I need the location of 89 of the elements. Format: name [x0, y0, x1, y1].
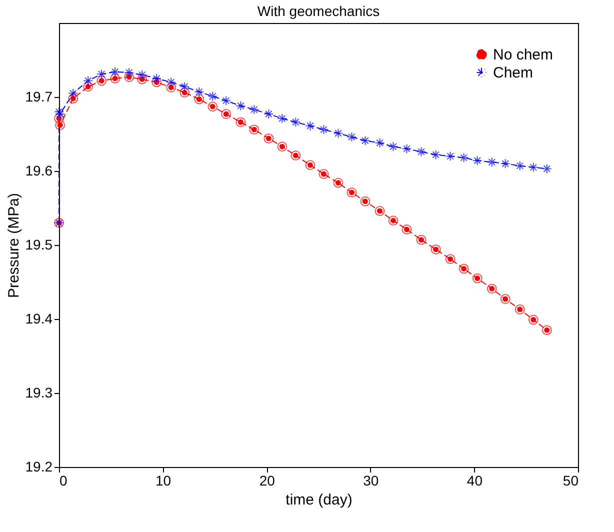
point: [83, 82, 94, 92]
point: [528, 314, 538, 325]
y-tick-label: 19.5: [25, 236, 53, 252]
point: [166, 82, 176, 92]
point: [305, 120, 316, 131]
point: [68, 88, 78, 98]
point: [208, 102, 218, 112]
point: [388, 142, 398, 152]
point: [290, 150, 301, 160]
point: [388, 216, 398, 226]
point: [249, 124, 260, 135]
point: [472, 156, 482, 166]
point: [221, 96, 232, 106]
legend-label: Chem: [493, 64, 534, 82]
point: [221, 109, 232, 119]
point: [55, 120, 66, 130]
point: [305, 160, 316, 170]
point: [180, 88, 190, 98]
point: [458, 152, 469, 163]
point: [333, 178, 344, 188]
x-axis-title: time (day): [286, 492, 352, 508]
point: [290, 117, 301, 128]
x-tick-label: 30: [363, 472, 379, 488]
point: [264, 133, 274, 144]
point: [360, 196, 370, 206]
point: [264, 109, 274, 119]
point: [194, 86, 204, 97]
y-tick-label: 19.3: [25, 384, 53, 400]
point: [318, 124, 329, 135]
point: [472, 273, 482, 284]
point: [528, 162, 538, 172]
point: [416, 146, 426, 157]
point: [152, 74, 162, 84]
point: [96, 69, 107, 80]
point: [166, 77, 176, 88]
point: [374, 206, 385, 216]
point: [445, 254, 456, 264]
point: [137, 70, 148, 80]
point: [318, 168, 329, 179]
point: [360, 136, 370, 146]
point: [277, 142, 288, 152]
point: [514, 304, 525, 314]
legend-label: No chem: [493, 46, 554, 64]
y-tick-label: 19.7: [25, 88, 53, 104]
point: [55, 109, 66, 119]
point: [416, 234, 426, 245]
x-tick-label: 0: [60, 472, 68, 488]
point: [236, 117, 246, 128]
point: [486, 157, 497, 168]
point: [333, 128, 344, 138]
x-tick-label: 10: [156, 472, 172, 488]
point: [458, 264, 469, 274]
point: [277, 113, 288, 124]
point: [430, 244, 441, 254]
y-tick-label: 19.4: [25, 310, 53, 326]
x-tick-label: 20: [259, 472, 276, 488]
point: [137, 74, 148, 84]
point: [208, 91, 218, 102]
chart-title: With geomechanics: [257, 3, 380, 19]
point: [430, 150, 441, 160]
point: [542, 164, 552, 174]
y-tick-label: 19.6: [25, 162, 53, 178]
point: [54, 106, 64, 117]
point: [346, 187, 357, 198]
point: [124, 68, 134, 78]
point: [445, 151, 456, 162]
point: [402, 144, 412, 154]
point: [486, 284, 497, 294]
point: [236, 100, 246, 111]
y-axis-title: Pressure (MPa): [5, 192, 22, 298]
point: [180, 82, 190, 92]
y-tick-label: 19.2: [25, 458, 53, 474]
point: [542, 325, 552, 336]
point: [83, 76, 94, 86]
point: [194, 94, 204, 104]
point: [500, 158, 510, 169]
point: [514, 160, 525, 171]
point: [110, 66, 120, 77]
point: [346, 132, 357, 142]
point: [96, 76, 107, 86]
point: [68, 94, 78, 104]
point: [374, 138, 385, 148]
point: [124, 72, 134, 82]
point: [402, 224, 412, 234]
x-tick-label: 40: [466, 472, 483, 488]
x-tick-label: 50: [562, 472, 579, 488]
point: [110, 74, 120, 84]
point: [249, 104, 260, 115]
point: [500, 294, 510, 304]
